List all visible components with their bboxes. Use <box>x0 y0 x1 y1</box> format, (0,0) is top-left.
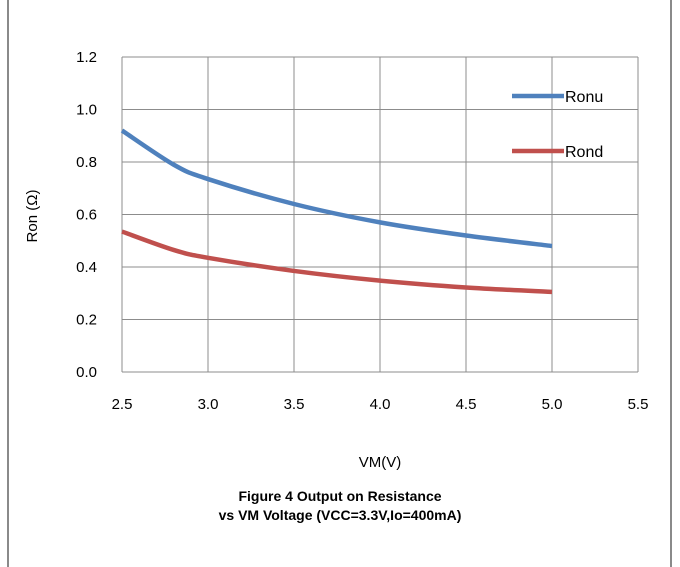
x-tick-label: 3.5 <box>284 396 305 413</box>
y-tick-label: 0.2 <box>76 312 97 329</box>
x-tick-label: 4.0 <box>370 396 391 413</box>
series-line-ronu <box>120 128 553 249</box>
y-tick-label: 1.2 <box>76 49 97 66</box>
y-axis-label: Ron (Ω) <box>24 190 41 243</box>
series-line-rond <box>121 229 553 295</box>
y-tick-label: 1.0 <box>76 102 97 119</box>
legend-label-rond: Rond <box>565 144 603 161</box>
figure-caption-line2: vs VM Voltage (VCC=3.3V,Io=400mA) <box>218 507 462 523</box>
x-tick-label: 5.0 <box>542 396 563 413</box>
line-chart: 2.5 3.0 3.5 4.0 4.5 5.0 5.5 0.0 0.2 0.4 0.6 0.8 1.0 1… <box>24 49 648 470</box>
x-tick-label: 5.5 <box>628 396 649 413</box>
figure-caption-line1: Figure 4 Output on Resistance <box>238 488 442 504</box>
x-tick-label: 3.0 <box>198 396 219 413</box>
x-axis-label: VM(V) <box>359 454 402 470</box>
legend-label-ronu: Ronu <box>565 89 603 106</box>
chart-grid <box>121 56 639 373</box>
chart-series <box>120 128 553 295</box>
y-tick-label: 0.0 <box>76 364 97 381</box>
chart-legend: Ronu Rond <box>512 89 603 161</box>
chart-ticks: 2.5 3.0 3.5 4.0 4.5 5.0 5.5 0.0 0.2 0.4 0.6 0.8 1.0 1… <box>76 49 648 413</box>
y-tick-label: 0.8 <box>76 154 97 171</box>
x-tick-label: 4.5 <box>456 396 477 413</box>
x-tick-label: 2.5 <box>112 396 133 413</box>
y-tick-label: 0.6 <box>76 207 97 224</box>
figure-frame <box>7 0 672 567</box>
y-tick-label: 0.4 <box>76 259 97 276</box>
